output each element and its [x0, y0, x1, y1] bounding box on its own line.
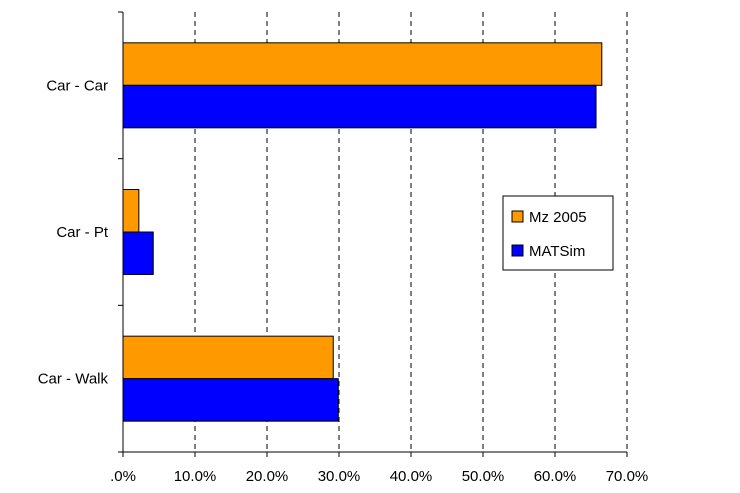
- bar-mz-2005-car-walk: [122, 335, 334, 380]
- legend-swatch-mz-2005: [511, 210, 524, 223]
- bars: [122, 42, 603, 422]
- bar-matsim-car-pt: [122, 231, 154, 275]
- y-tick-label: Car - Car: [46, 77, 108, 94]
- x-tick-label: 60.0%: [534, 468, 577, 485]
- bar-matsim-car-walk: [122, 378, 339, 422]
- legend-label-matsim: MATSim: [529, 243, 585, 260]
- x-tick-labels: .0% 10.0% 20.0% 30.0% 40.0% 50.0% 60.0% 70.0%: [110, 468, 648, 485]
- x-tick-label: 40.0%: [390, 468, 433, 485]
- legend-box: [502, 195, 614, 271]
- bar-matsim-car-car: [122, 84, 597, 129]
- x-tick-label: 10.0%: [174, 468, 217, 485]
- x-tick-label: .0%: [110, 468, 136, 485]
- bar-mz-2005-car-car: [122, 42, 603, 86]
- x-tick-label: 20.0%: [246, 468, 289, 485]
- legend-label-mz-2005: Mz 2005: [529, 209, 587, 226]
- axes: [118, 11, 628, 457]
- y-tick-label: Car - Walk: [38, 371, 109, 388]
- x-tick-label: 30.0%: [318, 468, 361, 485]
- x-tick-label: 70.0%: [606, 468, 649, 485]
- y-tick-label: Car - Pt: [56, 224, 109, 241]
- legend-swatch-matsim: [511, 244, 524, 257]
- legend: Mz 2005 MATSim: [502, 195, 614, 271]
- x-tick-label: 50.0%: [462, 468, 505, 485]
- bar-mz-2005-car-pt: [122, 189, 140, 233]
- y-tick-labels: Car - Car Car - Pt Car - Walk: [38, 77, 109, 387]
